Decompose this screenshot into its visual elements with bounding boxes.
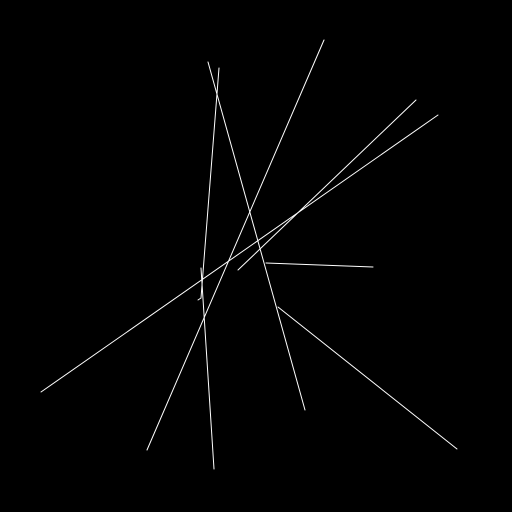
line-segment-9 bbox=[197, 297, 202, 301]
line-segment-7 bbox=[265, 262, 374, 268]
line-segment-8 bbox=[277, 306, 458, 450]
line-segment-3 bbox=[207, 61, 306, 411]
line-segment-5 bbox=[237, 99, 417, 271]
line-segment-2 bbox=[200, 267, 215, 470]
line-segment-4 bbox=[146, 39, 325, 451]
line-segment-1 bbox=[200, 67, 220, 299]
line-segment-6 bbox=[40, 114, 439, 393]
segment-group bbox=[40, 39, 458, 470]
